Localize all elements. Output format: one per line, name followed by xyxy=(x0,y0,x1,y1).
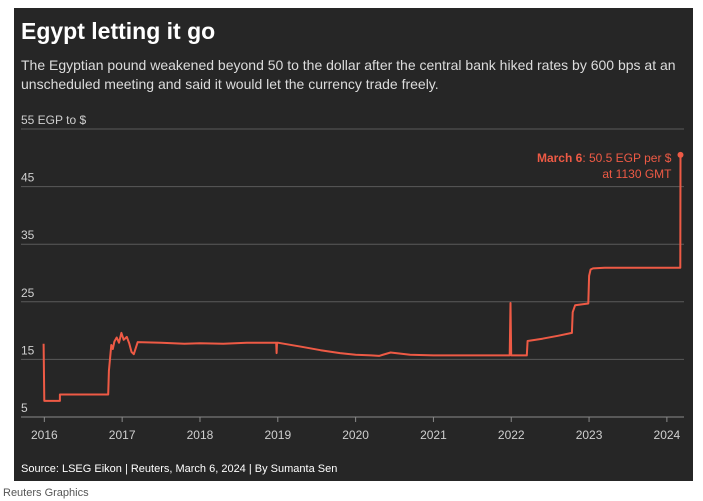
x-tick-label: 2023 xyxy=(576,428,603,442)
chart-title: Egypt letting it go xyxy=(21,18,216,44)
x-tick-label: 2018 xyxy=(187,428,214,442)
x-tick-label: 2016 xyxy=(31,428,58,442)
x-tick-label: 2022 xyxy=(498,428,525,442)
x-tick-label: 2019 xyxy=(264,428,291,442)
series-line xyxy=(42,154,682,402)
source-note: Source: LSEG Eikon | Reuters, March 6, 2… xyxy=(21,463,338,475)
annotation-label: March 6: 50.5 EGP per $ xyxy=(537,151,672,165)
annotation-label-line2: at 1130 GMT xyxy=(602,167,672,181)
x-tick-label: 2024 xyxy=(654,428,681,442)
annotation-point xyxy=(677,151,684,158)
y-tick-label: 15 xyxy=(21,343,35,357)
credit-line: Reuters Graphics xyxy=(3,487,89,499)
y-tick-label: 5 xyxy=(21,401,28,415)
y-axis-label: 55 EGP to $ xyxy=(21,113,86,127)
x-tick-label: 2021 xyxy=(420,428,447,442)
y-tick-label: 35 xyxy=(21,228,35,242)
y-tick-label: 45 xyxy=(21,171,35,185)
y-tick-label: 25 xyxy=(21,286,35,300)
x-tick-label: 2020 xyxy=(342,428,369,442)
chart-subtitle: The Egyptian pound weakened beyond 50 to… xyxy=(21,57,676,92)
x-tick-label: 2017 xyxy=(109,428,136,442)
